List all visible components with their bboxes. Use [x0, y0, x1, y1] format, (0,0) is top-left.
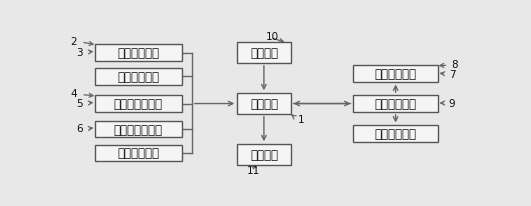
Text: 控制模块: 控制模块: [250, 98, 278, 110]
Text: 接地检测模块: 接地检测模块: [117, 147, 159, 160]
Bar: [95, 145, 182, 162]
Bar: [95, 121, 182, 138]
Text: 定位模块: 定位模块: [250, 47, 278, 60]
Text: 漏电检测模块: 漏电检测模块: [117, 47, 159, 60]
Bar: [237, 43, 290, 64]
Bar: [237, 144, 290, 165]
Text: 稳定性检测模块: 稳定性检测模块: [114, 98, 163, 110]
Bar: [95, 45, 182, 62]
Text: 8: 8: [452, 60, 458, 70]
Text: 6: 6: [76, 124, 83, 134]
Text: 外磁场检测模块: 外磁场检测模块: [114, 123, 163, 136]
Text: 3: 3: [76, 48, 83, 57]
Bar: [354, 126, 438, 143]
Text: 应急模块: 应急模块: [250, 148, 278, 161]
Text: 老化检测模块: 老化检测模块: [117, 71, 159, 84]
Text: 5: 5: [76, 98, 83, 108]
Text: 11: 11: [247, 165, 260, 175]
Bar: [237, 94, 290, 114]
Bar: [95, 96, 182, 112]
Text: 7: 7: [449, 70, 456, 80]
Text: 数据保存模块: 数据保存模块: [374, 67, 417, 80]
Text: 1: 1: [298, 114, 304, 124]
Text: 2: 2: [71, 36, 77, 46]
Text: 数据处理模块: 数据处理模块: [374, 98, 417, 110]
Text: 10: 10: [266, 32, 279, 42]
Bar: [354, 96, 438, 112]
Bar: [354, 66, 438, 82]
Text: 日志生成模块: 日志生成模块: [374, 128, 417, 141]
Bar: [95, 69, 182, 85]
Text: 4: 4: [71, 89, 77, 99]
Text: 9: 9: [449, 98, 456, 108]
